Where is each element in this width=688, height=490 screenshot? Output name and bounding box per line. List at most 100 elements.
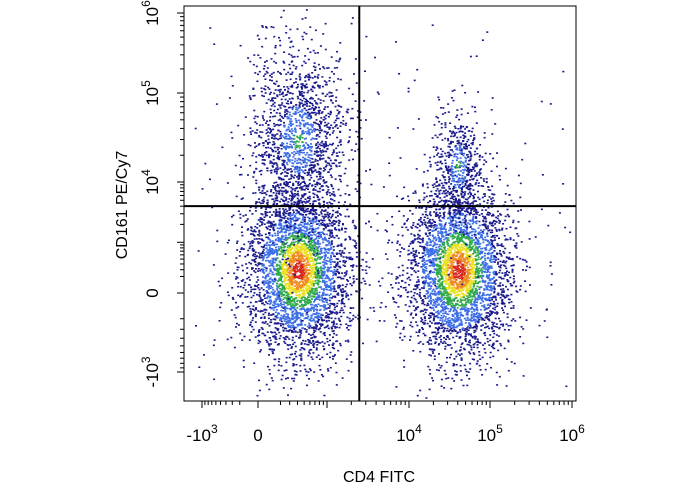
event-dot (302, 84, 305, 87)
event-dot (286, 203, 289, 206)
event-dot (277, 269, 280, 272)
event-dot (278, 112, 281, 115)
event-dot (345, 323, 348, 325)
event-dot (321, 299, 324, 301)
event-dot (300, 233, 303, 235)
event-dot (319, 158, 321, 161)
event-dot (275, 210, 278, 213)
event-dot (314, 183, 317, 186)
event-dot (281, 234, 284, 237)
event-dot (308, 212, 311, 215)
event-dot (324, 160, 327, 162)
event-dot (302, 267, 304, 269)
event-dot (300, 260, 303, 262)
event-dot (301, 129, 304, 132)
event-dot (255, 145, 258, 147)
event-dot (273, 182, 276, 184)
event-dot (285, 113, 288, 115)
event-dot (343, 247, 346, 250)
event-dot (315, 119, 318, 121)
event-dot (261, 299, 264, 301)
event-dot (276, 254, 278, 256)
event-dot (300, 149, 303, 151)
event-dot (312, 283, 315, 285)
event-dot (304, 182, 306, 185)
event-dot (303, 272, 306, 274)
event-dot (303, 200, 306, 203)
event-dot (346, 279, 349, 281)
event-dot (312, 281, 314, 284)
event-dot (275, 238, 278, 241)
event-dot (311, 129, 314, 132)
event-dot (320, 267, 323, 270)
event-dot (279, 189, 282, 192)
event-dot (337, 237, 340, 240)
event-dot (339, 320, 341, 322)
event-dot (261, 250, 264, 253)
event-dot (320, 257, 323, 259)
event-dot (257, 287, 260, 289)
event-dot (287, 344, 290, 347)
event-dot (296, 232, 299, 234)
event-dot (332, 191, 335, 193)
event-dot (283, 217, 286, 220)
event-dot (283, 160, 286, 162)
event-dot (295, 294, 298, 297)
event-dot (230, 309, 233, 311)
event-dot (312, 288, 315, 290)
event-dot (301, 240, 304, 242)
event-dot (327, 216, 330, 219)
event-dot (249, 324, 252, 327)
event-dot (286, 269, 289, 272)
event-dot (300, 358, 303, 360)
event-dot (289, 344, 292, 346)
event-dot (232, 298, 235, 300)
event-dot (275, 333, 278, 335)
event-dot (304, 103, 307, 106)
event-dot (315, 326, 318, 328)
event-dot (291, 159, 294, 161)
event-dot (290, 322, 293, 324)
event-dot (218, 320, 221, 322)
event-dot (295, 121, 298, 124)
event-dot (334, 327, 337, 329)
event-dot (318, 358, 321, 360)
event-dot (266, 67, 269, 69)
event-dot (309, 309, 312, 312)
event-dot (286, 217, 289, 220)
event-dot (276, 257, 279, 259)
event-dot (319, 280, 321, 283)
event-dot (291, 217, 294, 219)
event-dot (293, 313, 296, 315)
event-dot (296, 270, 299, 273)
event-dot (310, 273, 313, 275)
event-dot (340, 290, 343, 292)
event-dot (331, 144, 334, 146)
event-dot (242, 287, 245, 289)
event-dot (290, 347, 293, 349)
event-dot (313, 269, 316, 272)
event-dot (295, 316, 298, 318)
event-dot (344, 124, 347, 126)
event-dot (297, 181, 300, 183)
event-dot (293, 358, 296, 360)
event-dot (301, 283, 304, 286)
event-dot (319, 323, 321, 325)
event-dot (462, 229, 465, 231)
event-dot (333, 288, 336, 290)
event-dot (311, 289, 314, 292)
event-dot (273, 322, 276, 325)
event-dot (251, 230, 254, 233)
event-dot (314, 289, 317, 292)
event-dot (268, 225, 271, 228)
event-dot (295, 282, 298, 285)
event-dot (302, 278, 305, 280)
event-dot (235, 301, 237, 304)
event-dot (278, 219, 281, 221)
event-dot (285, 320, 288, 323)
event-dot (294, 270, 296, 273)
event-dot (269, 128, 272, 131)
event-dot (254, 268, 257, 270)
event-dot (296, 323, 299, 326)
event-dot (237, 282, 240, 284)
